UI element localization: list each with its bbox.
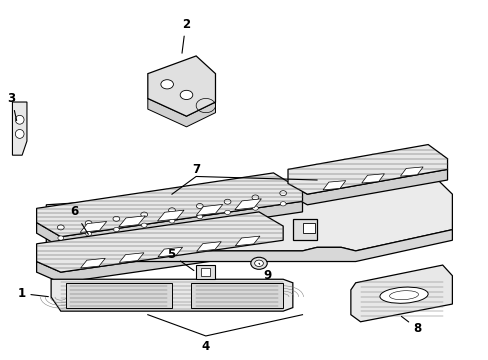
Bar	[196, 265, 215, 279]
Polygon shape	[287, 169, 447, 205]
Circle shape	[168, 208, 175, 213]
Polygon shape	[46, 180, 451, 251]
Polygon shape	[46, 230, 451, 261]
Text: 6: 6	[70, 206, 88, 234]
Polygon shape	[37, 240, 283, 283]
Polygon shape	[350, 265, 451, 322]
Polygon shape	[65, 283, 172, 307]
Polygon shape	[147, 99, 215, 127]
Polygon shape	[196, 242, 221, 251]
Polygon shape	[12, 102, 27, 155]
Polygon shape	[147, 56, 215, 116]
Circle shape	[197, 215, 202, 219]
Ellipse shape	[15, 115, 24, 124]
Polygon shape	[323, 181, 345, 190]
Circle shape	[57, 225, 64, 230]
Circle shape	[141, 223, 147, 227]
Ellipse shape	[15, 130, 24, 138]
Bar	[302, 222, 314, 233]
Text: 4: 4	[201, 340, 209, 353]
Polygon shape	[37, 212, 283, 272]
Circle shape	[252, 206, 258, 210]
Text: 7: 7	[192, 163, 200, 176]
Circle shape	[280, 202, 285, 206]
Circle shape	[250, 257, 266, 269]
Circle shape	[169, 219, 175, 223]
Polygon shape	[235, 236, 260, 246]
Polygon shape	[80, 221, 106, 233]
Ellipse shape	[379, 287, 427, 303]
Circle shape	[58, 236, 63, 240]
Ellipse shape	[389, 291, 418, 300]
Circle shape	[113, 228, 119, 231]
Polygon shape	[400, 167, 422, 176]
Text: 9: 9	[259, 263, 271, 282]
Polygon shape	[196, 204, 223, 215]
Polygon shape	[158, 247, 182, 257]
Bar	[201, 268, 209, 276]
Circle shape	[224, 199, 230, 204]
Text: 5: 5	[167, 248, 193, 271]
Text: 2: 2	[181, 18, 189, 53]
Circle shape	[85, 231, 91, 236]
Text: 1: 1	[17, 287, 48, 300]
Circle shape	[251, 195, 258, 200]
Circle shape	[196, 203, 203, 208]
Polygon shape	[287, 145, 447, 194]
Circle shape	[224, 210, 230, 215]
Polygon shape	[119, 216, 145, 227]
Polygon shape	[361, 174, 384, 183]
Polygon shape	[51, 279, 292, 311]
Circle shape	[113, 216, 120, 221]
Circle shape	[141, 212, 147, 217]
Bar	[292, 219, 316, 240]
Polygon shape	[81, 258, 105, 268]
Polygon shape	[37, 201, 302, 247]
Polygon shape	[191, 283, 283, 307]
Polygon shape	[157, 210, 183, 221]
Circle shape	[85, 221, 92, 226]
Polygon shape	[234, 199, 261, 210]
Circle shape	[161, 80, 173, 89]
Circle shape	[180, 90, 192, 100]
Circle shape	[254, 260, 263, 266]
Text: 3: 3	[8, 92, 17, 121]
Text: 8: 8	[401, 316, 421, 336]
Polygon shape	[119, 253, 143, 262]
Circle shape	[279, 191, 286, 195]
Polygon shape	[37, 173, 302, 237]
